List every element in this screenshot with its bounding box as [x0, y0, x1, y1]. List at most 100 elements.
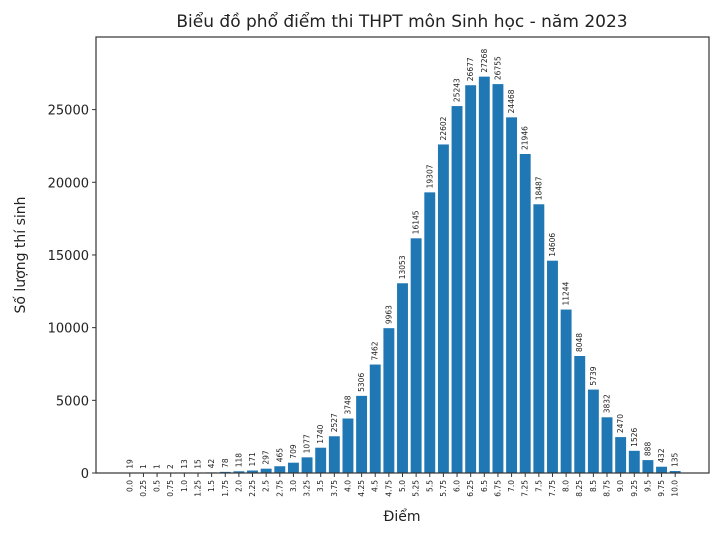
data-label: 1740: [316, 424, 325, 443]
bar: [302, 457, 313, 473]
data-label: 18487: [534, 176, 543, 200]
bar: [288, 463, 299, 473]
x-tick-label: 4.5: [371, 480, 380, 492]
data-label: 1: [139, 464, 148, 469]
data-label: 1526: [630, 428, 639, 447]
y-tick-label: 20000: [48, 176, 89, 191]
bar: [343, 419, 354, 473]
bar: [261, 469, 272, 473]
x-tick-label: 1.0: [180, 480, 189, 492]
data-label: 14606: [548, 233, 557, 257]
data-label: 26755: [493, 56, 502, 80]
bar: [411, 238, 422, 473]
data-label: 888: [643, 442, 652, 457]
data-label: 465: [275, 448, 284, 463]
x-tick-label: 3.25: [303, 480, 312, 497]
y-axis-label: Số lượng thí sinh: [12, 196, 29, 313]
data-label: 21946: [521, 126, 530, 150]
bar: [492, 84, 503, 473]
x-tick-label: 8.0: [562, 480, 571, 492]
data-label: 9963: [384, 305, 393, 324]
x-tick-label: 10.0: [671, 480, 680, 497]
bar: [465, 85, 476, 473]
x-tick-label: 5.5: [425, 480, 434, 492]
bar: [479, 77, 490, 473]
bar: [602, 417, 613, 473]
x-tick-label: 2.5: [262, 480, 271, 492]
y-tick-label: 10000: [48, 322, 89, 337]
x-tick-label: 9.0: [616, 480, 625, 492]
x-tick-label: 5.0: [398, 480, 407, 492]
bar: [642, 460, 653, 473]
x-axis-label: Điểm: [384, 508, 421, 525]
x-tick-label: 1.25: [193, 480, 202, 497]
x-tick-label: 0.5: [153, 480, 162, 492]
x-tick-label: 6.0: [453, 480, 462, 492]
data-label: 24468: [507, 89, 516, 113]
data-label: 1077: [303, 434, 312, 453]
y-tick-label: 5000: [56, 394, 89, 409]
x-tick-label: 2.25: [248, 480, 257, 497]
x-tick-label: 6.5: [480, 480, 489, 492]
chart-title: Biểu đồ phổ điểm thi THPT môn Sinh học -…: [176, 11, 627, 32]
x-tick-label: 4.25: [357, 480, 366, 497]
data-label: 42: [207, 459, 216, 469]
x-tick-label: 3.5: [316, 480, 325, 492]
data-label: 3832: [603, 394, 612, 413]
data-label: 13: [180, 459, 189, 469]
x-tick-label: 2.75: [275, 480, 284, 497]
bar: [397, 283, 408, 473]
data-label: 2470: [616, 414, 625, 433]
data-label: 432: [657, 448, 666, 463]
x-tick-label: 0.75: [166, 480, 175, 497]
bar: [383, 328, 394, 473]
data-label: 78: [221, 458, 230, 468]
x-tick-label: 8.25: [575, 480, 584, 497]
bar: [615, 437, 626, 473]
data-label: 5306: [357, 373, 366, 392]
bar: [547, 261, 558, 473]
x-tick-label: 6.25: [466, 480, 475, 497]
bar: [356, 396, 367, 473]
x-tick-label: 5.25: [412, 480, 421, 497]
data-label: 135: [671, 452, 680, 467]
x-tick-label: 8.75: [603, 480, 612, 497]
data-label: 5739: [589, 366, 598, 385]
data-label: 16145: [412, 210, 421, 234]
y-tick-label: 0: [81, 467, 89, 482]
x-tick-label: 2.0: [234, 480, 243, 492]
bar: [329, 436, 340, 473]
x-tick-label: 1.75: [221, 480, 230, 497]
data-label: 2527: [330, 413, 339, 432]
x-tick-label: 3.75: [330, 480, 339, 497]
x-tick-label: 3.0: [289, 480, 298, 492]
data-label: 297: [262, 450, 271, 465]
bar: [452, 106, 463, 473]
x-tick-label: 7.25: [521, 480, 530, 497]
data-label: 19307: [425, 164, 434, 188]
bar: [629, 451, 640, 473]
x-tick-label: 4.75: [384, 480, 393, 497]
data-label: 26677: [466, 57, 475, 81]
y-tick-label: 15000: [48, 249, 89, 264]
data-label: 171: [248, 452, 257, 467]
data-label: 8048: [575, 333, 584, 352]
bar: [424, 192, 435, 473]
bar: [274, 466, 285, 473]
bar: [438, 144, 449, 473]
data-label: 2: [166, 464, 175, 469]
y-tick-label: 25000: [48, 104, 89, 119]
x-tick-label: 0.0: [125, 480, 134, 492]
bar: [370, 365, 381, 473]
bar: [656, 467, 667, 473]
x-tick-label: 7.5: [534, 480, 543, 492]
bar: [588, 390, 599, 473]
data-label: 1: [153, 464, 162, 469]
x-tick-label: 4.0: [343, 480, 352, 492]
data-label: 19: [125, 459, 134, 469]
x-tick-label: 5.75: [439, 480, 448, 497]
x-tick-label: 8.5: [589, 480, 598, 492]
x-tick-label: 7.75: [548, 480, 557, 497]
data-label: 709: [289, 444, 298, 459]
x-tick-label: 9.75: [657, 480, 666, 497]
